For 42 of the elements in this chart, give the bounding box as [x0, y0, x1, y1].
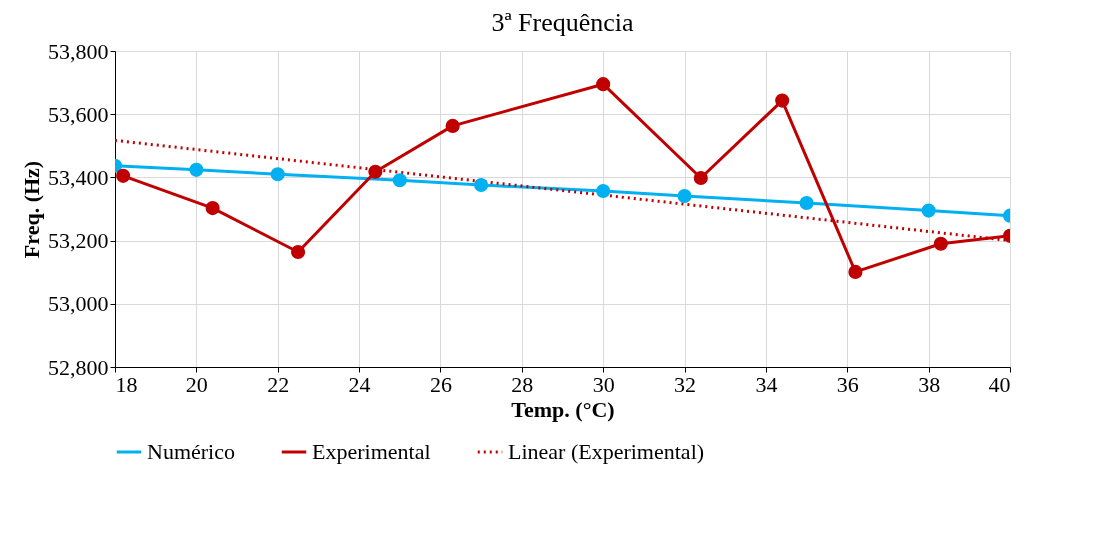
point — [848, 264, 863, 279]
point — [775, 93, 790, 108]
point — [693, 170, 708, 186]
point — [445, 118, 460, 133]
point — [291, 244, 306, 260]
y-tick-label: 53,200 — [48, 228, 109, 254]
x-tick-label: 26 — [429, 371, 452, 397]
point — [368, 164, 383, 179]
x-tick-label: 22 — [267, 371, 290, 397]
x-tick-label: 34 — [755, 371, 778, 397]
point — [921, 203, 936, 218]
x-tick-label: 20 — [185, 371, 208, 397]
point — [474, 177, 489, 193]
y-tick-label: 52,800 — [48, 354, 109, 380]
y-tick-label: 53,600 — [48, 101, 109, 127]
point — [189, 162, 204, 177]
point — [270, 167, 285, 182]
point — [392, 173, 407, 188]
chart-title: 3ª Frequência — [491, 8, 635, 37]
y-axis-title: Freq. (Hz) — [19, 160, 44, 259]
point — [799, 195, 814, 211]
legend-label: Linear (Experimental) — [508, 439, 705, 464]
point — [116, 168, 131, 183]
x-tick-label: 28 — [511, 371, 534, 397]
x-tick-label: 38 — [918, 371, 941, 397]
y-tick-label: 53,000 — [48, 291, 109, 317]
point — [205, 200, 220, 216]
x-tick-label: 36 — [836, 371, 859, 397]
x-tick-label: 40 — [988, 371, 1011, 397]
x-tick-label: 18 — [115, 371, 138, 397]
legend-label: Experimental — [312, 439, 431, 464]
x-tick-label: 24 — [348, 371, 371, 397]
y-tick-label: 53,400 — [48, 164, 109, 190]
point — [596, 183, 611, 199]
point — [677, 188, 692, 204]
x-tick-label: 30 — [592, 371, 615, 397]
y-tick-label: 53,800 — [48, 38, 109, 64]
point — [596, 77, 611, 92]
x-axis-title: Temp. (°C) — [511, 396, 615, 422]
legend-label: Numérico — [147, 439, 235, 464]
point — [933, 236, 948, 251]
x-tick-label: 32 — [674, 371, 697, 397]
